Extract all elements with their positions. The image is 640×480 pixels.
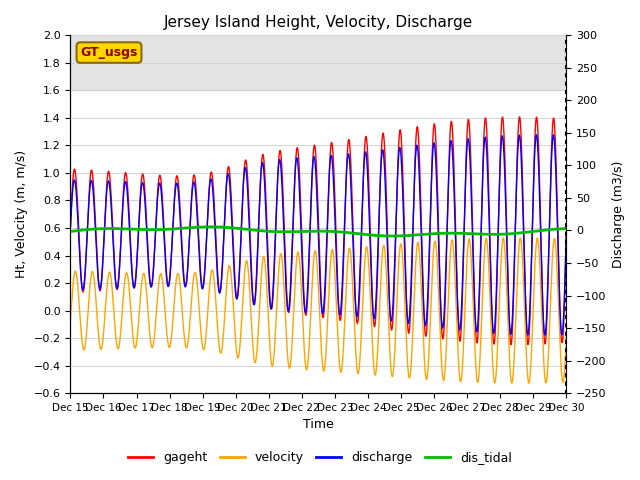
Bar [70,36,566,90]
Y-axis label: Ht, Velocity (m, m/s): Ht, Velocity (m, m/s) [15,150,28,278]
Title: Jersey Island Height, Velocity, Discharge: Jersey Island Height, Velocity, Discharg… [164,15,473,30]
Text: GT_usgs: GT_usgs [80,46,138,59]
Legend: gageht, velocity, discharge, dis_tidal: gageht, velocity, discharge, dis_tidal [123,446,517,469]
Y-axis label: Discharge (m3/s): Discharge (m3/s) [612,160,625,268]
X-axis label: Time: Time [303,419,333,432]
